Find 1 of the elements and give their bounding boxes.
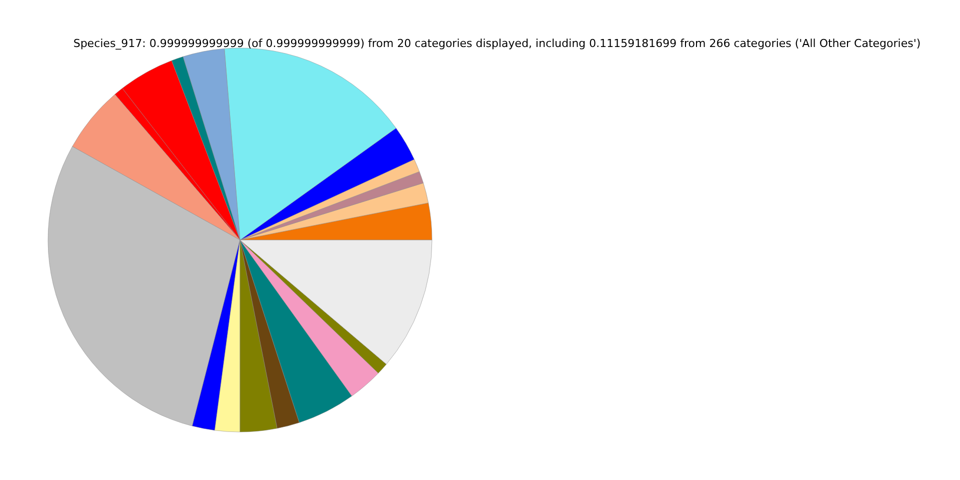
text: Species_917: 0.999999999999 (of 0.999999999999) from 20 categories displayed, including 0.11159181699 from 266 categories ('All Other Categories') xyxy=(73,37,921,50)
